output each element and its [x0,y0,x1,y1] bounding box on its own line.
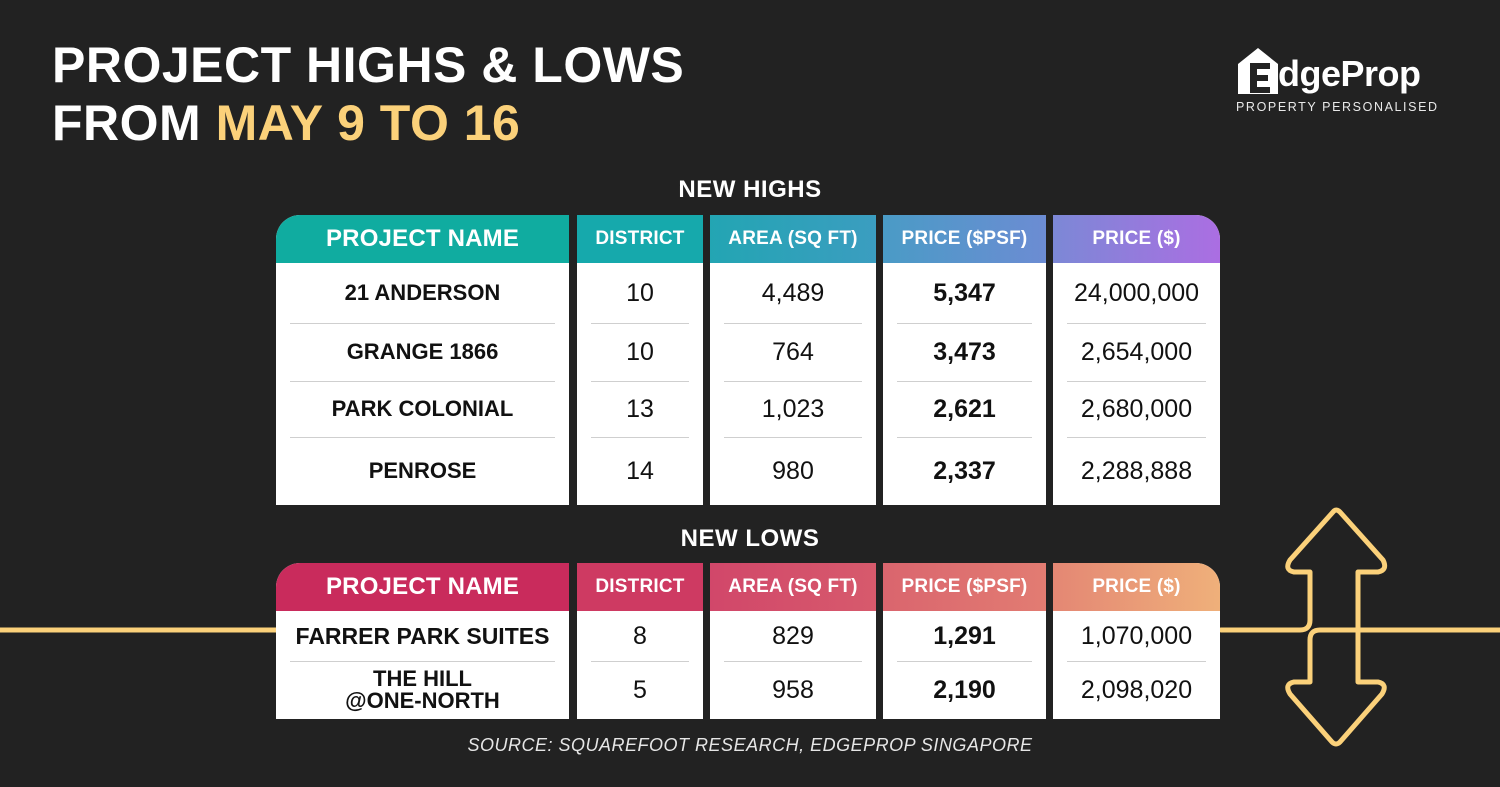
column-header: PRICE ($PSF) [883,563,1046,611]
logo-wordmark: dgeProp [1278,53,1421,94]
table-cell: 2,680,000 [1053,381,1220,437]
table-cell: 980 [710,437,876,505]
table-cell: 5 [577,661,703,719]
table-cell: 1,023 [710,381,876,437]
new-lows-title: NEW LOWS [680,525,820,552]
column-header: DISTRICT [577,215,703,263]
column-price: PRICE ($) 24,000,000 2,654,000 2,680,000… [1053,215,1220,505]
title-date-range: MAY 9 TO 16 [215,95,521,151]
column-header: PROJECT NAME [276,563,569,611]
table-cell: 24,000,000 [1073,278,1200,307]
table-cell: 14 [577,437,703,505]
source-caption: SOURCE: SQUAREFOOT RESEARCH, EDGEPROP SI… [467,735,1033,755]
edgeprop-logo: dgeProp PROPERTY PERSONALISED [1236,44,1451,114]
column-header: AREA (SQ FT) [710,215,876,263]
table-cell: 4,489 [761,278,825,307]
title-line-1: PROJECT HIGHS & LOWS [52,37,685,93]
column-district: DISTRICT 10 10 13 14 [577,215,703,505]
table-cell: 2,190 [883,661,1046,719]
table-cell: 21 ANDERSON [344,280,501,305]
table-cell: 1,291 [933,621,996,650]
table-cell: 10 [577,323,703,381]
table-cell: 2,288,888 [1053,437,1220,505]
column-header: PRICE ($PSF) [883,215,1046,263]
column-header: DISTRICT [577,563,703,611]
house-icon [1238,48,1278,94]
project-name-line-1: THE HILL [373,666,472,691]
table-cell: 2,621 [883,381,1046,437]
new-highs-title: NEW HIGHS [678,176,822,203]
table-cell: 5,347 [933,278,996,307]
table-cell: 764 [710,323,876,381]
column-district: DISTRICT 8 5 [577,563,703,719]
table-cell: FARRER PARK SUITES [295,623,550,649]
column-price: PRICE ($) 1,070,000 2,098,020 [1053,563,1220,719]
page-title: PROJECT HIGHS & LOWS FROM MAY 9 TO 16 [52,36,684,152]
title-line-2: FROM MAY 9 TO 16 [52,94,684,152]
table-cell: 958 [710,661,876,719]
table-cell: 13 [577,381,703,437]
table-cell: GRANGE 1866 [276,323,569,381]
title-prefix: FROM [52,95,216,151]
table-cell: 829 [772,621,814,650]
table-cell: 3,473 [883,323,1046,381]
column-header: PROJECT NAME [276,215,569,263]
column-project-name: PROJECT NAME FARRER PARK SUITES THE HILL… [276,563,569,719]
table-cell: 2,098,020 [1053,661,1220,719]
column-area: AREA (SQ FT) 829 958 [710,563,876,719]
column-price-psf: PRICE ($PSF) 1,291 2,190 [883,563,1046,719]
table-cell: 10 [626,278,654,307]
column-area: AREA (SQ FT) 4,489 764 1,023 980 [710,215,876,505]
column-price-psf: PRICE ($PSF) 5,347 3,473 2,621 2,337 [883,215,1046,505]
table-cell: 2,337 [883,437,1046,505]
logo-tagline: PROPERTY PERSONALISED [1236,100,1439,114]
table-cell: PENROSE [276,437,569,505]
table-cell: 8 [633,621,647,650]
column-header: AREA (SQ FT) [710,563,876,611]
table-cell: 1,070,000 [1080,621,1193,650]
project-name-line-2: @ONE-NORTH [345,688,500,713]
table-cell: 2,654,000 [1053,323,1220,381]
table-cell: PARK COLONIAL [276,381,569,437]
column-header: PRICE ($) [1053,215,1220,263]
table-cell: THE HILL @ONE-NORTH [276,661,569,719]
column-header: PRICE ($) [1053,563,1220,611]
column-project-name: PROJECT NAME 21 ANDERSON GRANGE 1866 PAR… [276,215,569,505]
